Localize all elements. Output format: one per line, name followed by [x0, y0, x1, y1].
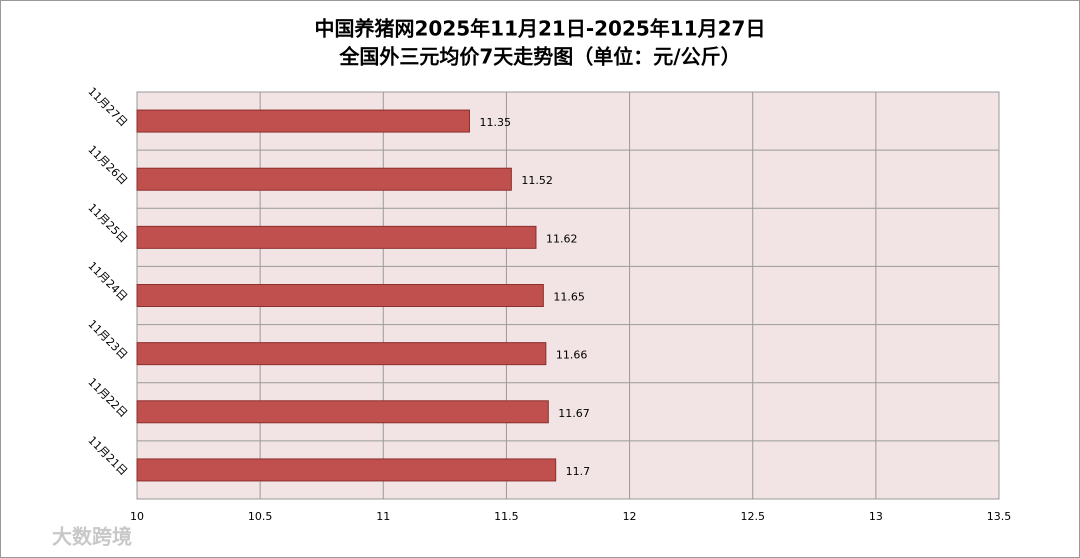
- watermark: 大数跨境: [52, 525, 132, 549]
- value-label: 11.66: [556, 349, 588, 362]
- value-label: 11.67: [558, 407, 590, 420]
- value-label: 11.65: [553, 291, 585, 304]
- chart-subtitle: 全国外三元均价7天走势图（单位：元/公斤）: [338, 45, 740, 69]
- value-label: 11.52: [521, 174, 553, 187]
- x-tick-label: 10: [130, 510, 144, 523]
- bar: [136, 400, 549, 424]
- bar: [136, 284, 544, 307]
- x-tick-label: 11: [376, 510, 390, 523]
- x-tick-label: 10.5: [248, 510, 273, 523]
- bar: [136, 342, 547, 366]
- bar: [136, 109, 470, 133]
- bar: [136, 458, 557, 482]
- value-label: 11.62: [546, 232, 578, 245]
- x-tick-label: 13.5: [987, 510, 1012, 523]
- value-label: 11.7: [566, 465, 591, 478]
- x-tick-label: 13: [869, 510, 883, 523]
- x-tick-label: 12: [623, 510, 637, 523]
- x-tick-label: 11.5: [494, 510, 519, 523]
- bar: [136, 167, 512, 191]
- x-tick-label: 12.5: [740, 510, 765, 523]
- chart-title: 中国养猪网2025年11月21日-2025年11月27日: [315, 17, 766, 41]
- value-label: 11.35: [479, 116, 511, 129]
- bar: [136, 225, 537, 249]
